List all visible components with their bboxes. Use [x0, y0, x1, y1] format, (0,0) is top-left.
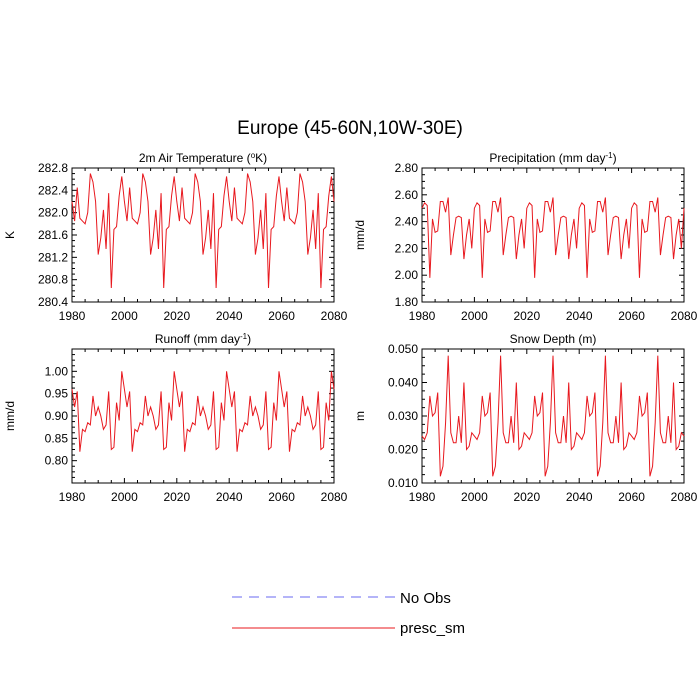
chart-title: Snow Depth (m): [510, 332, 597, 346]
y-tick-label: 0.80: [45, 454, 69, 468]
x-tick-label: 2040: [566, 309, 593, 323]
y-axis-label: mm/d: [3, 401, 17, 431]
x-tick-label: 2020: [513, 309, 540, 323]
x-tick-label: 2080: [321, 309, 348, 323]
y-tick-label: 2.40: [395, 215, 419, 229]
x-tick-label: 2080: [671, 309, 698, 323]
y-tick-label: 280.4: [38, 295, 68, 309]
y-tick-label: 282.8: [38, 161, 68, 175]
x-tick-label: 2000: [461, 309, 488, 323]
panels: 2m Air Temperature (oK) K 1980 2000 2020 2040…: [3, 151, 698, 505]
x-tick-label: 2040: [566, 490, 593, 504]
x-tick-label: 2040: [216, 309, 243, 323]
x-tick-label: 2060: [618, 309, 645, 323]
y-tick-label: 0.050: [388, 342, 418, 356]
x-tick-label: 1980: [409, 490, 436, 504]
y-tick-label: 1.00: [45, 364, 69, 378]
x-tick-label: 2020: [163, 490, 190, 504]
chart-panel-4: Snow Depth (m) m 1980 2000 2020 2040 2060 2080 0…: [353, 332, 698, 504]
x-tick-label: 2060: [268, 490, 295, 504]
x-tick-label: 1980: [59, 309, 86, 323]
y-tick-label: 1.80: [395, 295, 419, 309]
y-tick-label: 281.6: [38, 228, 68, 242]
x-tick-label: 2040: [216, 490, 243, 504]
y-tick-label: 0.85: [45, 431, 69, 445]
y-tick-label: 0.95: [45, 387, 69, 401]
figure-title: Europe (45-60N,10W-30E): [237, 118, 463, 139]
y-axis-label: mm/d: [353, 220, 367, 250]
legend: No Obs presc_sm: [232, 590, 465, 637]
y-tick-label: 2.80: [395, 161, 419, 175]
x-tick-label: 1980: [409, 309, 436, 323]
y-tick-label: 2.20: [395, 241, 419, 255]
series-line-presc-sm: [71, 371, 335, 452]
x-tick-label: 2020: [513, 490, 540, 504]
chart-title: Precipitation (mm day-1): [489, 151, 616, 166]
x-tick-label: 2060: [268, 309, 295, 323]
chart-panel-1: 2m Air Temperature (oK) K 1980 2000 2020 2040…: [3, 151, 348, 324]
x-tick-label: 1980: [59, 490, 86, 504]
y-tick-label: 282.0: [38, 206, 68, 220]
y-tick-label: 0.010: [388, 476, 418, 490]
y-tick-label: 0.040: [388, 376, 418, 390]
legend-label-presc-sm: presc_sm: [400, 620, 465, 637]
x-tick-label: 2020: [163, 309, 190, 323]
y-tick-label: 0.030: [388, 409, 418, 423]
y-axis-label: m: [353, 411, 367, 421]
chart-title: 2m Air Temperature (oK): [139, 151, 267, 166]
series-line-presc-sm: [421, 355, 685, 477]
x-tick-label: 2000: [111, 490, 138, 504]
y-tick-label: 0.020: [388, 443, 418, 457]
x-tick-label: 2080: [671, 490, 698, 504]
y-tick-label: 281.2: [38, 250, 68, 264]
plot-frame: [421, 167, 685, 303]
plot-frame: [71, 348, 335, 484]
x-tick-label: 2080: [321, 490, 348, 504]
x-tick-label: 2060: [618, 490, 645, 504]
chart-title: Runoff (mm day-1): [155, 332, 251, 347]
y-tick-label: 0.90: [45, 409, 69, 423]
legend-label-no-obs: No Obs: [400, 590, 451, 607]
y-tick-label: 282.4: [38, 183, 68, 197]
chart-panel-3: Runoff (mm day-1) mm/d 1980 2000 2020 2040 206…: [3, 332, 348, 505]
chart-panel-2: Precipitation (mm day-1) mm/d 1980 2000 2020…: [353, 151, 698, 324]
y-tick-label: 2.00: [395, 268, 419, 282]
series-line-presc-sm: [71, 173, 335, 289]
x-tick-label: 2000: [111, 309, 138, 323]
x-tick-label: 2000: [461, 490, 488, 504]
y-axis-label: K: [3, 231, 17, 239]
y-tick-label: 2.60: [395, 188, 419, 202]
series-line-presc-sm: [421, 197, 685, 278]
y-tick-label: 280.8: [38, 273, 68, 287]
